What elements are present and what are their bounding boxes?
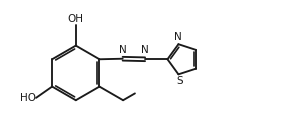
Text: HO: HO [20, 93, 36, 103]
Text: S: S [176, 76, 183, 87]
Text: N: N [141, 45, 149, 55]
Text: N: N [119, 45, 126, 55]
Text: OH: OH [68, 14, 84, 24]
Text: N: N [174, 32, 182, 42]
